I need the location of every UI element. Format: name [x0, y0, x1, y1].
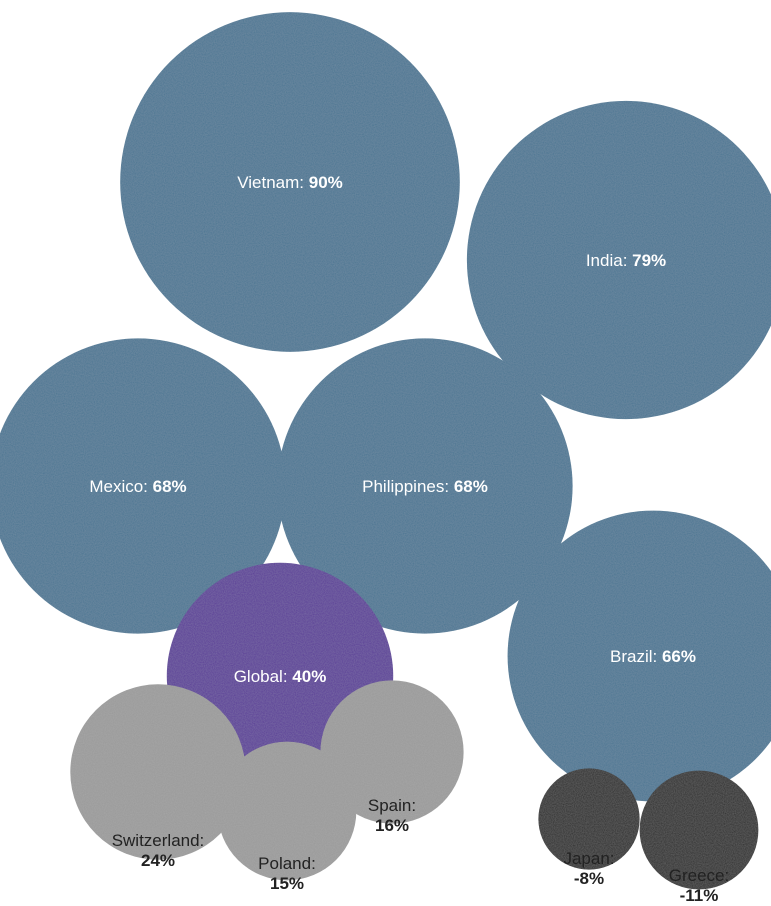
bubble-value-brazil: 66% — [662, 647, 696, 666]
bubble-name-mexico: Mexico: — [89, 477, 152, 496]
bubble-name-philippines: Philippines: — [362, 477, 454, 496]
bubble-switzerland — [70, 684, 246, 860]
bubble-value-poland: 15% — [270, 874, 304, 893]
bubble-name-vietnam: Vietnam: — [237, 173, 309, 192]
bubble-value-spain: 16% — [375, 816, 409, 835]
bubble-value-greece: -11% — [680, 886, 719, 905]
bubble-mexico — [0, 338, 286, 634]
bubble-label-spain: Spain: 16% — [368, 796, 416, 835]
bubble-name-greece: Greece: — [669, 866, 729, 885]
bubble-value-japan: -8% — [574, 869, 604, 888]
bubble-poland — [217, 741, 357, 881]
bubble-value-vietnam: 90% — [309, 173, 343, 192]
bubble-philippines — [277, 338, 573, 634]
bubble-name-brazil: Brazil: — [610, 647, 662, 666]
bubble-label-brazil: Brazil: 66% — [610, 647, 696, 666]
bubble-greece — [639, 770, 759, 890]
bubble-label-global: Global: 40% — [234, 667, 327, 686]
bubble-label-vietnam: Vietnam: 90% — [237, 173, 343, 192]
bubble-label-india: India: 79% — [586, 251, 666, 270]
bubble-name-spain: Spain: — [368, 796, 416, 815]
bubble-label-mexico: Mexico: 68% — [89, 477, 186, 496]
bubble-label-greece: Greece: -11% — [669, 866, 729, 905]
bubble-name-poland: Poland: — [258, 854, 316, 873]
bubble-name-global: Global: — [234, 667, 293, 686]
bubble-brazil — [507, 510, 771, 802]
bubble-value-philippines: 68% — [454, 477, 488, 496]
bubble-label-japan: Japan: -8% — [563, 849, 614, 888]
bubble-value-india: 79% — [632, 251, 666, 270]
bubble-name-switzerland: Switzerland: — [112, 831, 205, 850]
bubble-value-global: 40% — [292, 667, 326, 686]
bubble-name-india: India: — [586, 251, 632, 270]
bubble-label-switzerland: Switzerland: 24% — [112, 831, 205, 870]
bubble-label-philippines: Philippines: 68% — [362, 477, 488, 496]
bubble-value-switzerland: 24% — [141, 851, 175, 870]
bubble-vietnam — [120, 12, 460, 352]
bubble-india — [466, 100, 771, 420]
bubble-name-japan: Japan: — [563, 849, 614, 868]
labels-layer: Vietnam: 90%India: 79%Mexico: 68% Philipp… — [89, 173, 729, 905]
bubble-value-mexico: 68% — [153, 477, 187, 496]
bubble-label-poland: Poland: 15% — [258, 854, 316, 893]
bubble-japan — [538, 768, 640, 870]
bubble-spain — [320, 680, 464, 824]
bubbles-layer — [0, 12, 771, 890]
